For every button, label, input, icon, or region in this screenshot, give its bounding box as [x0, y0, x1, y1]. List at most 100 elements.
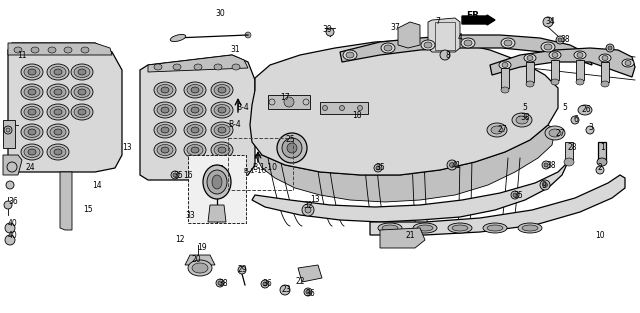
Circle shape	[511, 191, 519, 199]
Ellipse shape	[549, 51, 561, 59]
Circle shape	[543, 17, 553, 27]
Ellipse shape	[24, 66, 40, 78]
Polygon shape	[428, 18, 460, 52]
Ellipse shape	[184, 102, 206, 118]
Circle shape	[304, 288, 312, 296]
Text: 35: 35	[513, 191, 523, 199]
Circle shape	[261, 280, 269, 288]
Ellipse shape	[21, 104, 43, 120]
Ellipse shape	[48, 47, 56, 53]
Ellipse shape	[522, 225, 538, 231]
Circle shape	[543, 182, 547, 187]
Ellipse shape	[50, 86, 66, 98]
Ellipse shape	[47, 104, 69, 120]
Ellipse shape	[78, 89, 86, 95]
Ellipse shape	[343, 50, 357, 60]
Ellipse shape	[212, 175, 222, 189]
Polygon shape	[490, 48, 635, 77]
Ellipse shape	[194, 64, 202, 70]
Ellipse shape	[499, 61, 511, 69]
Circle shape	[216, 279, 224, 287]
Ellipse shape	[487, 123, 507, 137]
Circle shape	[545, 19, 551, 25]
Ellipse shape	[28, 89, 36, 95]
Circle shape	[306, 290, 310, 294]
Text: 21: 21	[405, 230, 415, 239]
Ellipse shape	[154, 142, 176, 158]
Ellipse shape	[211, 82, 233, 98]
Text: 12: 12	[175, 235, 184, 244]
Ellipse shape	[24, 106, 40, 117]
Ellipse shape	[187, 125, 203, 136]
Ellipse shape	[21, 84, 43, 100]
Ellipse shape	[154, 82, 176, 98]
Ellipse shape	[417, 225, 433, 231]
Text: B-4: B-4	[228, 120, 241, 129]
Ellipse shape	[187, 145, 203, 156]
Ellipse shape	[504, 40, 512, 46]
Ellipse shape	[518, 223, 542, 233]
Circle shape	[556, 36, 564, 44]
Ellipse shape	[622, 59, 634, 67]
Ellipse shape	[161, 87, 169, 93]
Polygon shape	[3, 155, 22, 175]
Ellipse shape	[28, 69, 36, 75]
Text: 4: 4	[458, 33, 463, 43]
Circle shape	[376, 166, 380, 170]
Ellipse shape	[50, 66, 66, 78]
Circle shape	[608, 46, 612, 50]
FancyArrow shape	[462, 15, 495, 25]
Circle shape	[540, 180, 550, 190]
Ellipse shape	[47, 124, 69, 140]
Polygon shape	[140, 55, 255, 180]
Ellipse shape	[544, 44, 552, 50]
Bar	[565, 142, 573, 160]
Ellipse shape	[282, 138, 302, 158]
Ellipse shape	[625, 60, 631, 65]
Ellipse shape	[421, 40, 435, 50]
Circle shape	[280, 285, 290, 295]
Circle shape	[571, 116, 579, 124]
Ellipse shape	[452, 225, 468, 231]
Circle shape	[8, 238, 13, 243]
Polygon shape	[252, 162, 568, 222]
Ellipse shape	[184, 142, 206, 158]
Text: 23: 23	[282, 285, 292, 295]
Text: 36: 36	[305, 289, 315, 297]
Ellipse shape	[464, 40, 472, 46]
Ellipse shape	[218, 87, 226, 93]
Bar	[526, 62, 534, 82]
Ellipse shape	[47, 84, 69, 100]
Bar	[501, 68, 509, 88]
Text: 17: 17	[280, 93, 290, 101]
Text: 35: 35	[173, 171, 183, 179]
Bar	[601, 62, 609, 82]
Text: 33: 33	[185, 211, 195, 219]
Circle shape	[442, 52, 448, 58]
Ellipse shape	[218, 127, 226, 133]
Polygon shape	[60, 172, 72, 230]
Polygon shape	[298, 265, 322, 282]
Ellipse shape	[74, 106, 90, 117]
Ellipse shape	[31, 47, 39, 53]
Ellipse shape	[50, 146, 66, 157]
Ellipse shape	[47, 64, 69, 80]
Ellipse shape	[214, 85, 230, 95]
Ellipse shape	[21, 144, 43, 160]
Circle shape	[326, 28, 334, 36]
Text: 40: 40	[8, 230, 18, 239]
Ellipse shape	[487, 225, 503, 231]
Polygon shape	[255, 125, 555, 202]
Ellipse shape	[161, 107, 169, 113]
Ellipse shape	[602, 55, 608, 60]
Ellipse shape	[461, 38, 475, 48]
Ellipse shape	[161, 147, 169, 153]
Ellipse shape	[232, 64, 240, 70]
Ellipse shape	[28, 149, 36, 155]
Ellipse shape	[284, 97, 294, 107]
Text: 26: 26	[582, 105, 591, 115]
Circle shape	[7, 162, 17, 172]
Ellipse shape	[214, 105, 230, 115]
Text: 27: 27	[555, 129, 564, 137]
Text: 13: 13	[310, 196, 319, 204]
